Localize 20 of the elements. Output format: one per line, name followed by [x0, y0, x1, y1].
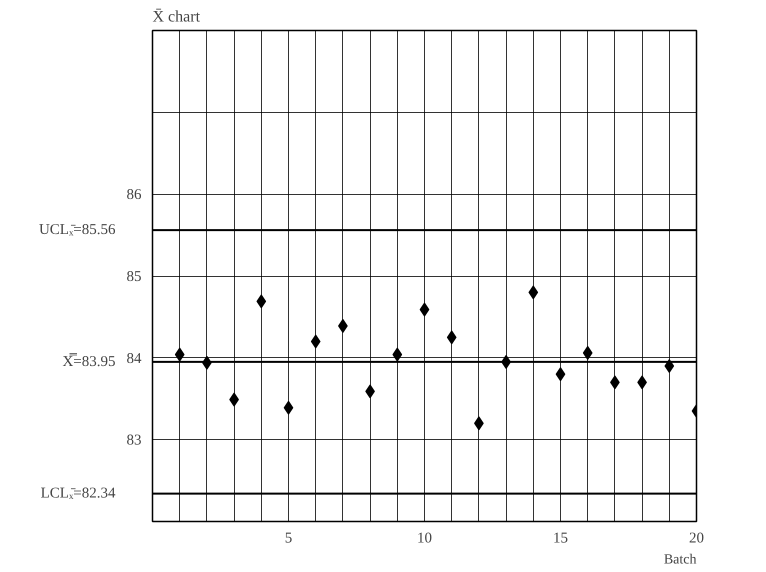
chart-title: X̄ chart	[152, 8, 201, 26]
point	[310, 334, 321, 348]
point	[582, 346, 593, 360]
ref-line-label: LCLₓ̄=82.34	[40, 486, 116, 502]
ref-line-label: UCLₓ̄=85.56	[38, 222, 116, 238]
point	[174, 348, 185, 362]
x-axis-title: Batch	[664, 552, 696, 568]
y-tick-label: 85	[126, 269, 142, 285]
point	[528, 285, 538, 300]
y-tick-label: 86	[126, 187, 142, 204]
x-tick-label: 10	[417, 530, 432, 546]
y-tick-label: 83	[126, 432, 142, 449]
point	[392, 348, 402, 362]
ref-line-label: X̿=83.95	[62, 352, 116, 370]
x-tick-label: 20	[689, 530, 704, 546]
y-tick-label: 84	[126, 350, 142, 367]
x-tick-label: 15	[553, 530, 568, 546]
point	[256, 294, 266, 308]
point	[446, 330, 457, 344]
x-tick-label: 5	[284, 530, 292, 546]
